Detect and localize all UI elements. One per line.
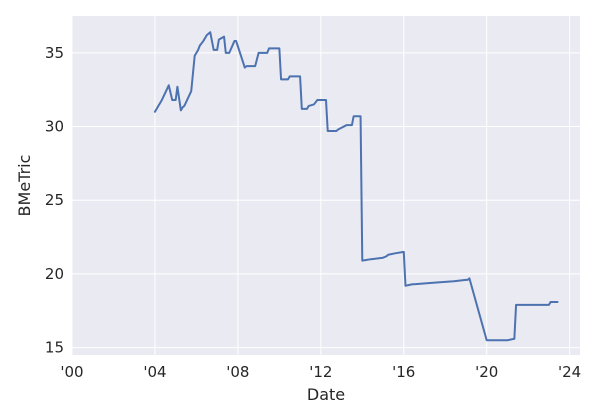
y-tick-label: 30 xyxy=(45,118,64,136)
x-axis-label: Date xyxy=(307,385,345,404)
y-axis-label: BMeTric xyxy=(15,155,34,217)
series-line-0 xyxy=(153,31,559,342)
x-tick-label: '08 xyxy=(226,363,249,381)
series-layer xyxy=(153,31,559,342)
x-tick-label: '04 xyxy=(143,363,166,381)
x-tick-label: '16 xyxy=(392,363,415,381)
grid-lines xyxy=(71,16,580,355)
y-tick-label: 35 xyxy=(45,44,64,62)
plot-area xyxy=(72,16,580,355)
y-tick-label: 15 xyxy=(45,339,64,357)
x-tick-label: '00 xyxy=(60,363,83,381)
x-tick-label: '24 xyxy=(558,363,581,381)
tick-labels: '00 '04 '08 '12 '16 '20 '24 15 20 25 30 35 xyxy=(45,44,581,381)
x-tick-label: '12 xyxy=(309,363,332,381)
y-tick-label: 25 xyxy=(45,191,64,209)
x-tick-label: '20 xyxy=(475,363,498,381)
y-tick-label: 20 xyxy=(45,265,64,283)
